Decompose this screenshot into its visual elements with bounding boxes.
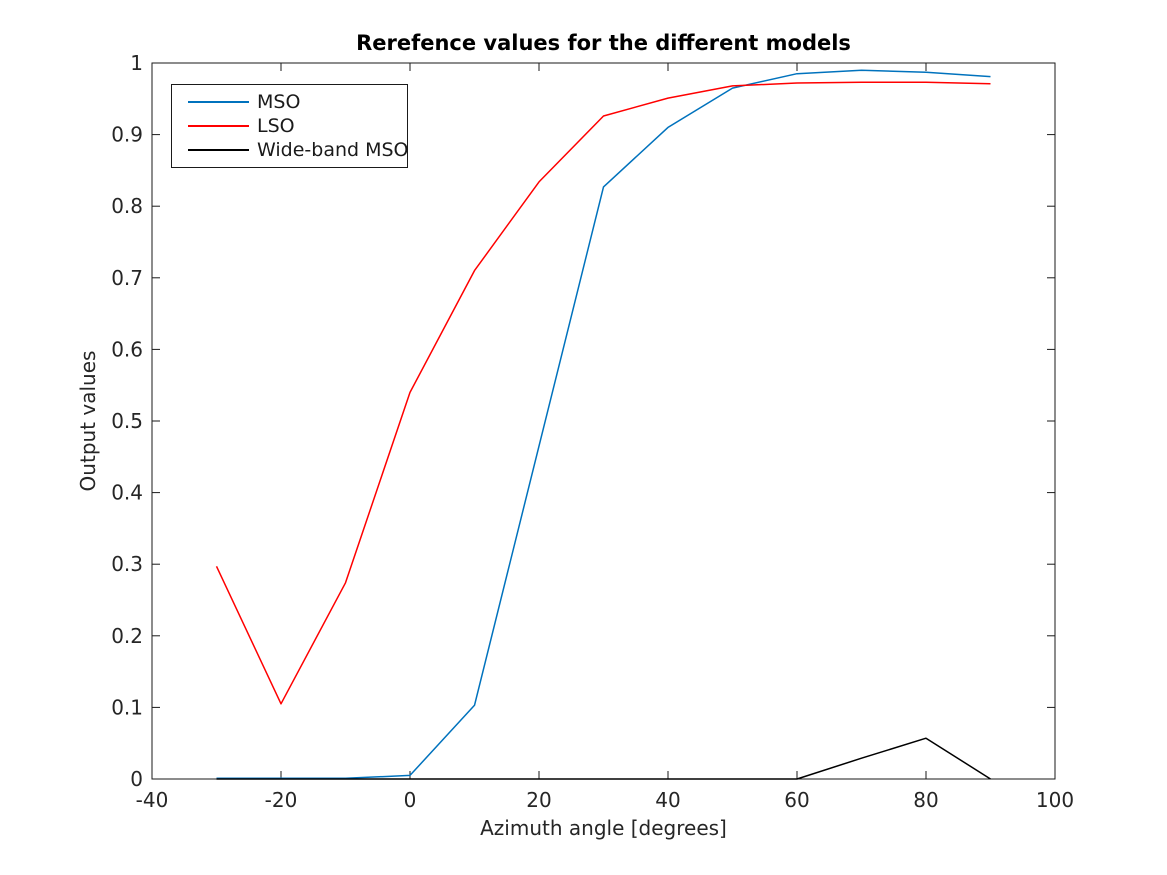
y-tick-label: 0.8	[111, 194, 143, 218]
y-tick-label: 0	[130, 767, 143, 791]
y-tick-label: 0.2	[111, 624, 143, 648]
legend-row-lso: LSO	[172, 114, 407, 137]
lso-line-sample-icon	[188, 125, 249, 127]
legend: MSO LSO Wide-band MSO	[171, 84, 409, 168]
y-tick-label: 0.1	[111, 695, 143, 719]
chart-title: Rerefence values for the different model…	[356, 31, 851, 55]
legend-row-mso: MSO	[172, 90, 407, 113]
x-tick-label: 100	[1036, 788, 1074, 812]
y-tick-label: 0.6	[111, 337, 143, 361]
legend-label-lso: LSO	[257, 114, 295, 137]
x-tick-label: 80	[913, 788, 938, 812]
y-tick-label: 0.9	[111, 123, 143, 147]
x-tick-label: -20	[265, 788, 298, 812]
y-tick-label: 0.4	[111, 481, 143, 505]
mso-line-sample-icon	[188, 101, 249, 103]
y-tick-label: 1	[130, 51, 143, 75]
series-line-wide-band-mso	[216, 737, 991, 780]
x-tick-label: 40	[655, 788, 680, 812]
x-axis-label: Azimuth angle [degrees]	[480, 816, 727, 840]
series-line-lso	[215, 81, 991, 705]
series-line-mso	[216, 69, 991, 780]
y-axis-label: Output values	[76, 350, 100, 492]
x-tick-label: 0	[404, 788, 417, 812]
legend-label-wideband-mso: Wide-band MSO	[257, 138, 409, 161]
x-tick-label: 60	[784, 788, 809, 812]
x-tick-label: 20	[526, 788, 551, 812]
y-tick-label: 0.5	[111, 409, 143, 433]
legend-row-wideband-mso: Wide-band MSO	[172, 138, 409, 161]
x-tick-label: -40	[136, 788, 169, 812]
legend-label-mso: MSO	[257, 90, 301, 113]
axis-box	[151, 62, 1056, 780]
y-tick-label: 0.3	[111, 552, 143, 576]
wideband-mso-line-sample-icon	[188, 149, 249, 151]
y-tick-label: 0.7	[111, 266, 143, 290]
